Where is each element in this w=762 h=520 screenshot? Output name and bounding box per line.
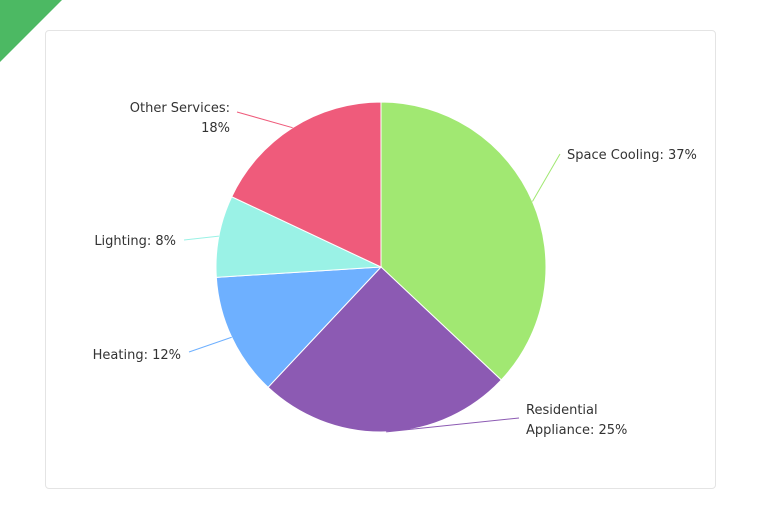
label-other-services-line1: Other Services: <box>130 101 230 116</box>
label-residential-appliance-line2: Appliance: 25% <box>526 423 627 438</box>
slice-other-services[interactable] <box>231 101 382 268</box>
label-heating: Heating: 12% <box>93 348 181 363</box>
leader-lines <box>183 111 561 433</box>
label-residential-appliance-line1: Residential <box>526 403 598 418</box>
slice-heating[interactable] <box>215 266 383 388</box>
leader-line-residential-appliance <box>386 417 520 433</box>
leader-line-other-services <box>236 111 293 129</box>
pie-slices <box>215 101 547 433</box>
leader-line-space-cooling <box>531 153 561 202</box>
label-other-services-line2: 18% <box>201 121 230 136</box>
label-lighting: Lighting: 8% <box>94 234 176 249</box>
leader-line-heating <box>188 336 232 353</box>
label-space-cooling: Space Cooling: 37% <box>567 148 697 163</box>
leader-line-lighting <box>183 235 219 241</box>
